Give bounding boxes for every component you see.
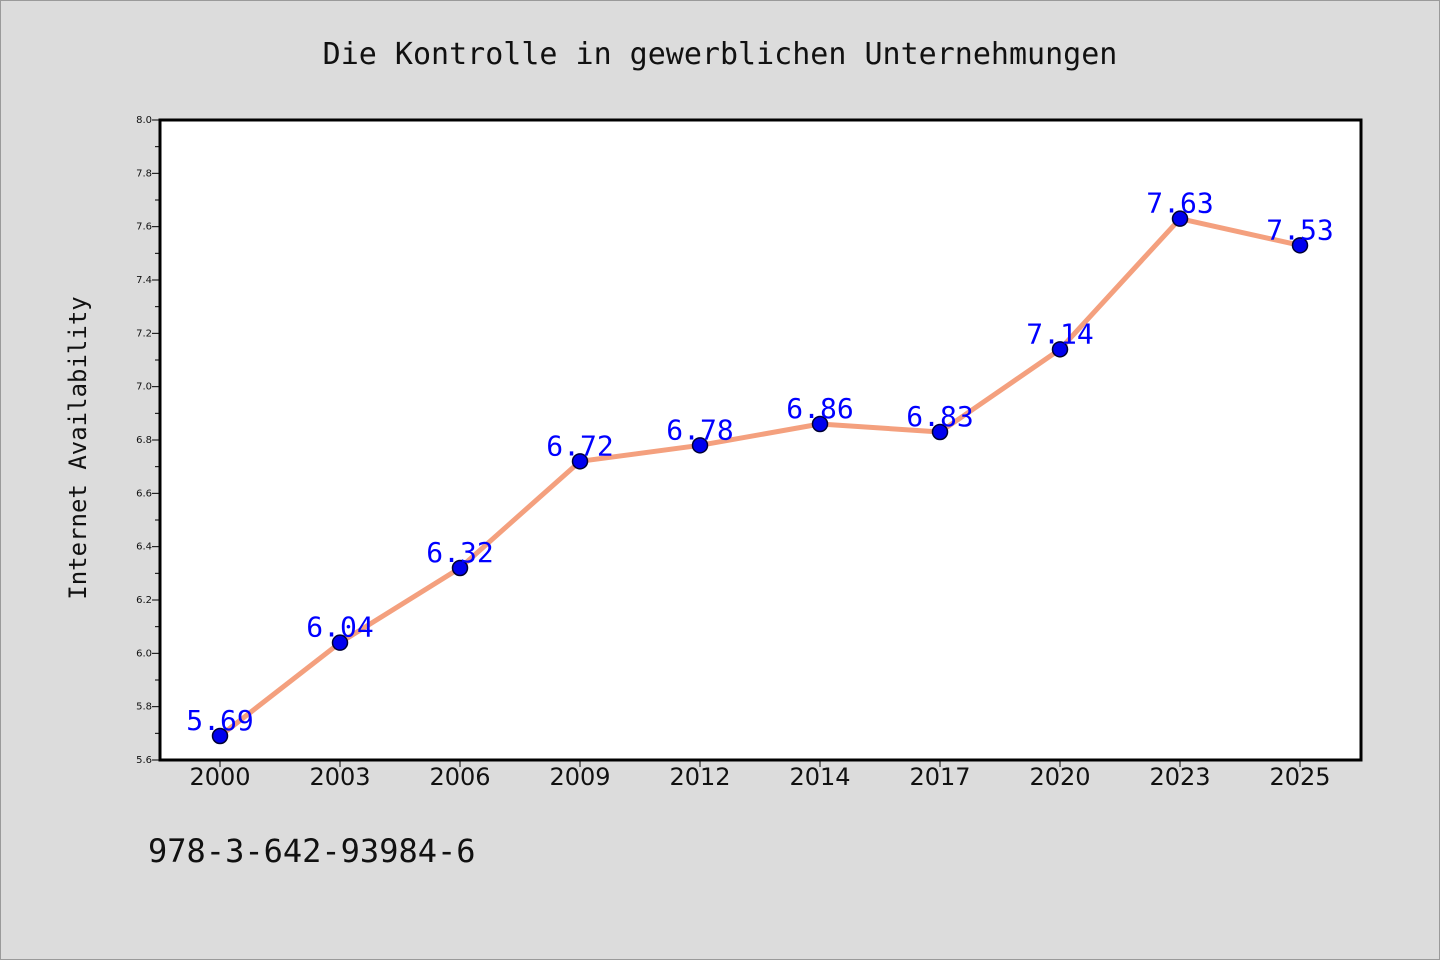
x-tick-label: 2012 bbox=[669, 763, 730, 791]
data-point bbox=[451, 559, 469, 577]
x-tick-label: 2014 bbox=[789, 763, 850, 791]
y-tick-label: 7.0 bbox=[136, 382, 152, 393]
y-tick-label: 5.8 bbox=[136, 702, 152, 713]
data-point bbox=[331, 634, 349, 651]
y-tick-label: 6.6 bbox=[136, 488, 152, 499]
series-line bbox=[217, 216, 1303, 739]
x-axis-ticks: 2000 2003 2006 2009 2012 2014 2017 2020 2023 2025 bbox=[189, 760, 1331, 791]
y-tick-label: 6.4 bbox=[136, 542, 152, 553]
x-tick-label: 2003 bbox=[309, 763, 370, 791]
y-axis-ticks: 5.6 5.8 6.0 6.2 6.4 6.6 6.8 7.0 7.2 7.4 7.6 7.8 8.0 bbox=[136, 115, 160, 766]
y-tick-label: 5.6 bbox=[136, 755, 152, 766]
data-point bbox=[691, 437, 709, 454]
chart-title: Die Kontrolle in gewerblichen Unternehmu… bbox=[323, 37, 1118, 72]
data-point bbox=[571, 453, 589, 470]
y-axis-label: Internet Availability bbox=[64, 296, 92, 599]
data-point bbox=[211, 727, 229, 745]
x-tick-label: 2009 bbox=[549, 763, 610, 791]
y-tick-label: 7.2 bbox=[136, 328, 152, 339]
data-label: 6.86 bbox=[786, 392, 853, 425]
data-label: 7.63 bbox=[1146, 187, 1213, 220]
y-tick-label: 8.0 bbox=[136, 115, 152, 126]
y-tick-label: 7.4 bbox=[136, 275, 152, 286]
data-label: 6.78 bbox=[666, 413, 733, 446]
data-point bbox=[1171, 210, 1189, 227]
plot-border bbox=[158, 118, 1363, 762]
y-tick-label: 7.8 bbox=[136, 168, 152, 179]
x-tick-label: 2025 bbox=[1269, 763, 1330, 791]
x-tick-label: 2000 bbox=[189, 763, 250, 791]
data-point bbox=[931, 423, 949, 441]
x-tick-label: 2017 bbox=[909, 763, 970, 791]
data-label: 7.14 bbox=[1026, 317, 1093, 350]
data-label: 6.04 bbox=[306, 611, 373, 644]
data-point bbox=[1051, 341, 1069, 358]
data-label: 6.83 bbox=[906, 400, 973, 433]
series-layer: 5.69 6.04 6.32 6.72 6.78 6.86 6.83 7.14 7.63 7.53 bbox=[186, 187, 1334, 745]
x-tick-label: 2020 bbox=[1029, 763, 1090, 791]
x-tick-label: 2006 bbox=[429, 763, 490, 791]
plot-area bbox=[160, 120, 1361, 760]
y-tick-label: 6.8 bbox=[136, 435, 152, 446]
y-tick-label: 7.6 bbox=[136, 222, 152, 233]
y-tick-label: 6.0 bbox=[136, 648, 152, 659]
x-tick-label: 2023 bbox=[1149, 763, 1210, 791]
data-label: 6.32 bbox=[426, 536, 493, 569]
data-point bbox=[811, 415, 829, 433]
data-label: 5.69 bbox=[186, 704, 253, 737]
y-tick-label: 6.2 bbox=[136, 595, 152, 606]
data-label: 6.72 bbox=[546, 429, 613, 462]
data-label: 7.53 bbox=[1266, 213, 1333, 246]
footer-code: 978-3-642-93984-6 bbox=[148, 832, 476, 870]
data-point bbox=[1291, 237, 1309, 254]
